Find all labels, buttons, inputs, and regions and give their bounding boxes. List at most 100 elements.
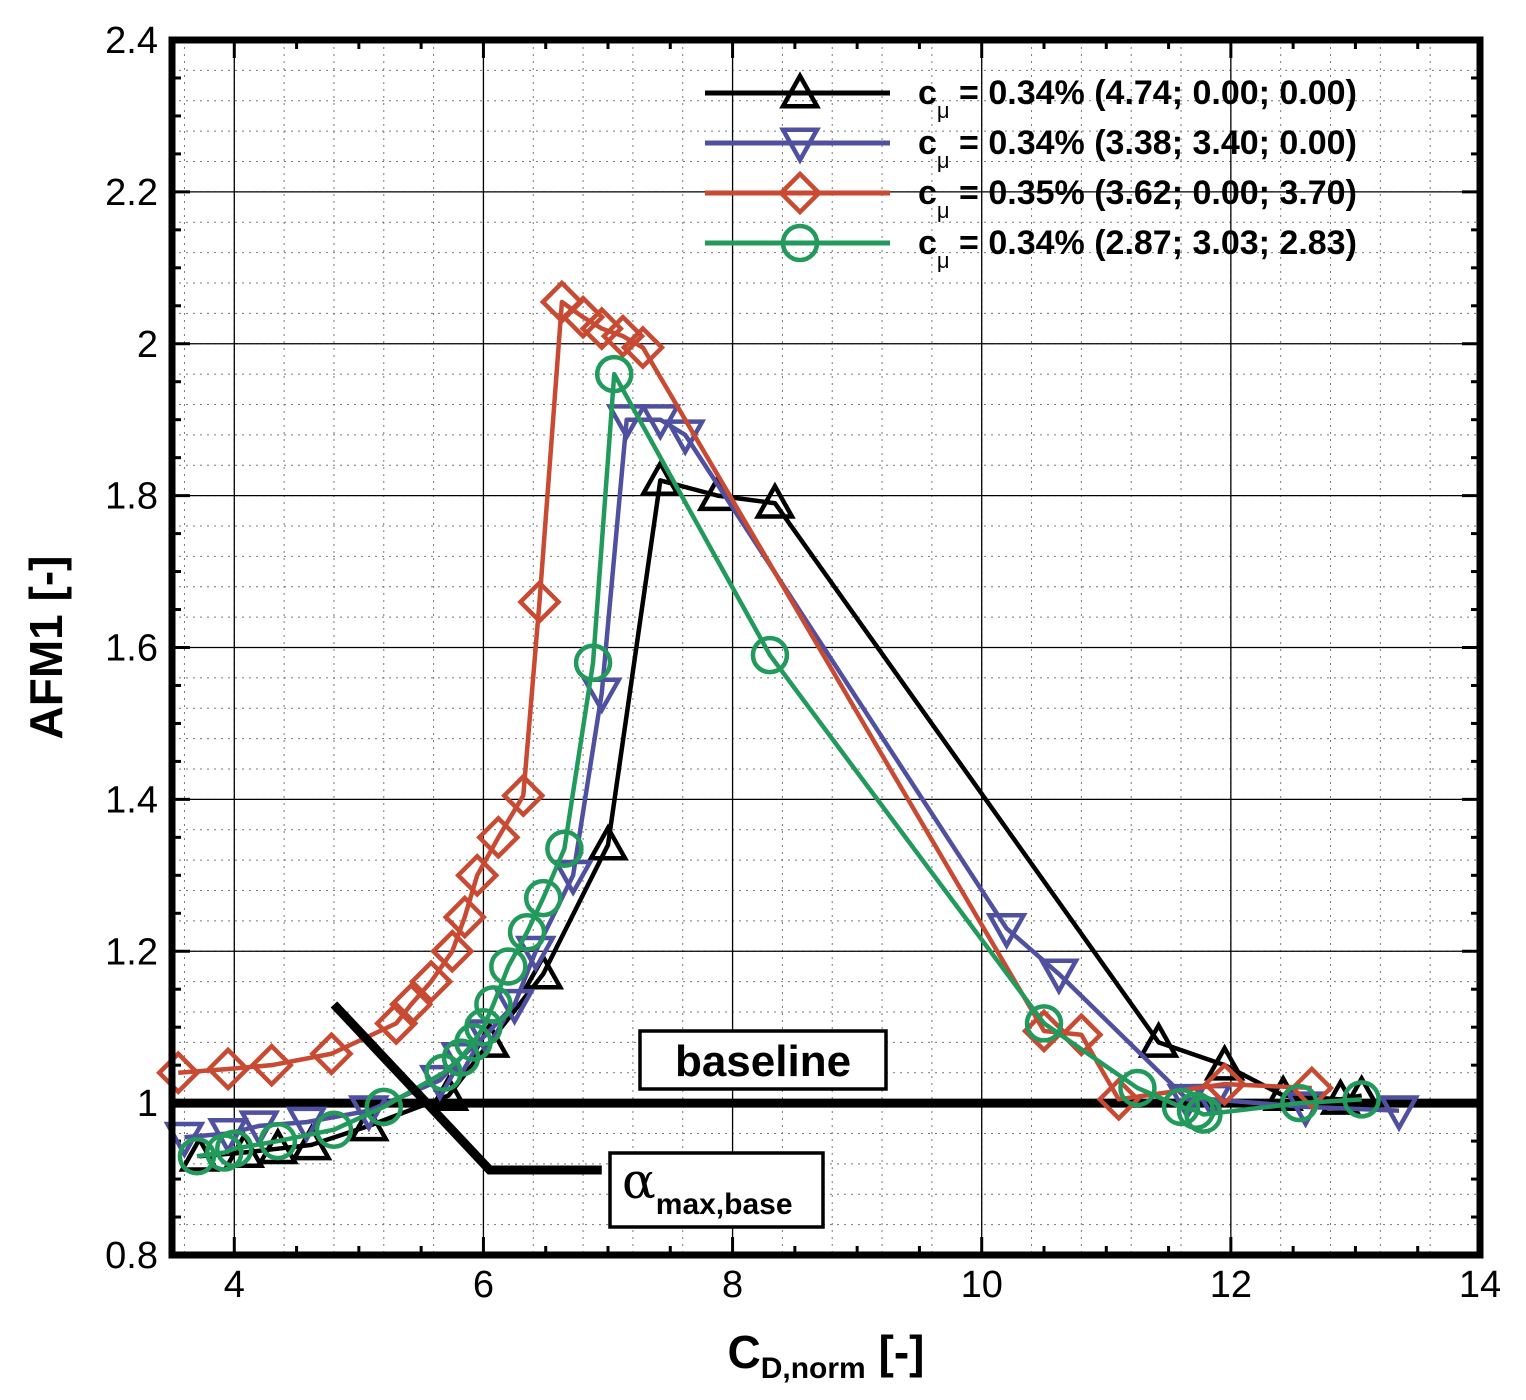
- alpha-label-box: [608, 1151, 825, 1229]
- data-point: [314, 1110, 354, 1149]
- data-point: [605, 404, 648, 442]
- baseline-label-box: [638, 1029, 888, 1091]
- data-point: [489, 947, 528, 986]
- x-axis-title: CD,norm [-]: [728, 1326, 925, 1385]
- legend-marker: [779, 71, 821, 109]
- data-point: [388, 982, 434, 1027]
- x-axis-title-sub: D,norm: [761, 1352, 866, 1385]
- data-point: [522, 952, 565, 990]
- annotations: baseline αmax,base: [330, 1001, 888, 1229]
- data-series: [156, 279, 1420, 1176]
- y-tick-label: 2: [137, 324, 158, 366]
- x-tick-label: 8: [722, 1264, 743, 1306]
- legend-marker: [777, 170, 823, 216]
- data-point: [476, 815, 521, 860]
- data-point: [257, 1127, 299, 1165]
- data-point: [507, 913, 547, 952]
- data-point: [309, 1031, 354, 1076]
- x-tick-label: 14: [1459, 1264, 1501, 1306]
- data-point: [539, 279, 585, 325]
- data-point: [985, 912, 1028, 951]
- y-tick-label: 2.2: [105, 172, 158, 214]
- x-tick-label: 6: [473, 1264, 494, 1306]
- data-point: [1137, 1020, 1180, 1058]
- x-tick-label: 4: [224, 1264, 245, 1306]
- data-point: [1202, 1061, 1247, 1107]
- data-point: [501, 773, 546, 818]
- series-4: [177, 354, 1381, 1176]
- baseline-label: baseline: [675, 1037, 851, 1086]
- plot-frame: [168, 36, 1484, 1259]
- data-point: [1289, 1065, 1335, 1111]
- data-point: [620, 325, 666, 370]
- data-point: [205, 1046, 251, 1092]
- data-point: [600, 313, 646, 359]
- data-point: [1203, 1043, 1246, 1081]
- data-point: [455, 853, 500, 898]
- y-tick-label: 1: [137, 1083, 158, 1125]
- data-point: [1096, 1077, 1141, 1122]
- data-point: [517, 579, 562, 625]
- x-tick-label: 12: [1210, 1264, 1252, 1306]
- data-point: [587, 823, 629, 861]
- data-point: [249, 1042, 294, 1088]
- data-point: [408, 959, 454, 1004]
- y-tick-label: 1.6: [105, 628, 158, 670]
- data-point: [1024, 1004, 1064, 1043]
- data-point: [215, 1129, 254, 1168]
- data-point: [364, 1087, 404, 1127]
- data-point: [573, 643, 613, 682]
- series-line: [184, 417, 1400, 1140]
- data-point: [750, 635, 790, 675]
- data-point: [1161, 1087, 1201, 1127]
- data-point: [1378, 1095, 1420, 1133]
- data-point: [374, 1001, 419, 1046]
- alpha-symbol: α: [622, 1152, 656, 1210]
- legend-label: cμ = 0.34% (4.74; 0.00; 0.00): [918, 74, 1357, 123]
- data-point: [177, 1137, 217, 1176]
- data-point: [464, 1007, 503, 1047]
- x-tick-label: 10: [961, 1264, 1003, 1306]
- data-point: [285, 1106, 328, 1144]
- y-tick-label: 0.8: [105, 1235, 158, 1277]
- legend-entry: cμ = 0.34% (3.38; 3.40; 0.00): [705, 124, 1357, 173]
- y-tick-label: 1.2: [105, 931, 158, 973]
- data-point: [474, 985, 513, 1024]
- y-axis-title: AFM1 [-]: [20, 556, 72, 740]
- legend-marker: [780, 223, 820, 263]
- data-point: [514, 935, 557, 973]
- legend-marker: [779, 127, 821, 165]
- data-point: [1021, 1008, 1067, 1054]
- data-point: [493, 988, 536, 1027]
- alpha-subscript: max,base: [656, 1188, 793, 1221]
- y-tick-label: 2.4: [105, 20, 158, 62]
- data-point: [639, 458, 682, 496]
- data-point: [258, 1121, 298, 1161]
- data-point: [560, 294, 606, 340]
- legend-entry: cμ = 0.34% (2.87; 3.03; 2.83): [705, 223, 1357, 273]
- data-point: [442, 894, 487, 940]
- legend-entry: cμ = 0.35% (3.62; 0.00; 3.70): [705, 170, 1357, 223]
- y-tick-label: 1.8: [105, 476, 158, 518]
- data-point: [579, 306, 624, 351]
- data-point: [545, 829, 584, 868]
- alpha-max-pointer: [330, 1001, 602, 1175]
- data-point: [754, 481, 796, 519]
- data-point: [1280, 1083, 1319, 1123]
- x-axis-title-main: C: [728, 1326, 761, 1378]
- legend: cμ = 0.34% (4.74; 0.00; 0.00)cμ = 0.34% …: [705, 71, 1357, 273]
- legend-label: cμ = 0.35% (3.62; 0.00; 3.70): [918, 174, 1357, 223]
- legend-label: cμ = 0.34% (3.38; 3.40; 0.00): [918, 124, 1357, 173]
- tick-labels: 4 6 8 10 12 14 0.8 1 1.2 1.4 1.6 1.8 2 2.2 2.4: [105, 20, 1501, 1306]
- y-tick-label: 1.4: [105, 779, 158, 821]
- legend-entry: cμ = 0.34% (4.74; 0.00; 0.00): [705, 71, 1357, 123]
- data-point: [523, 878, 563, 918]
- data-point: [1184, 1095, 1223, 1134]
- data-point: [430, 929, 475, 974]
- x-axis-title-suffix: [-]: [866, 1326, 925, 1378]
- data-point: [156, 1050, 201, 1095]
- data-point: [594, 354, 634, 394]
- data-point: [1059, 1012, 1104, 1057]
- data-point: [1038, 958, 1080, 996]
